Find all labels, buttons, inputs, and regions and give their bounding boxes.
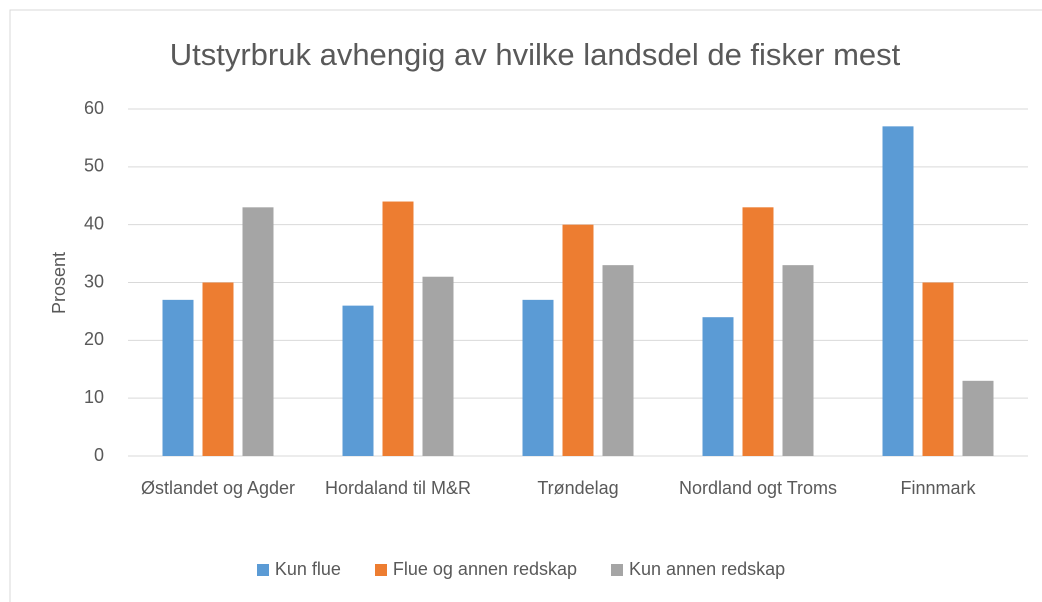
- legend-swatch: [611, 563, 624, 576]
- bar: [382, 201, 414, 456]
- bar: [242, 207, 274, 456]
- frame: [9, 9, 1042, 602]
- y-axis-label: Prosent: [49, 252, 69, 314]
- legend-label: Flue og annen redskap: [392, 559, 578, 579]
- bar: [202, 282, 234, 456]
- y-tick-label: 60: [84, 98, 104, 118]
- legend: Kun flue Flue og annen redskap Kun annen r…: [0, 559, 1042, 580]
- bar: [562, 224, 594, 456]
- y-tick-label: 40: [84, 213, 104, 233]
- y-tick-label: 50: [84, 156, 104, 176]
- bar: [882, 126, 914, 456]
- bar: [742, 207, 774, 456]
- chart-title: Utstyrbruk avhengig av hvilke landsdel d…: [170, 37, 901, 72]
- legend-label: Kun flue: [274, 559, 341, 579]
- bar: [522, 299, 554, 456]
- bar: [922, 282, 954, 456]
- legend-label: Kun annen redskap: [629, 559, 786, 579]
- y-tick-label: 30: [84, 271, 104, 291]
- y-tick-label: 10: [84, 387, 104, 407]
- bar: [702, 317, 734, 456]
- legend-item: Kun annen redskap: [611, 559, 785, 580]
- y-tick-label: 0: [94, 445, 104, 465]
- bar: [782, 265, 814, 456]
- legend-item: Flue og annen redskap: [374, 559, 578, 580]
- x-tick-label: Trøndelag: [537, 478, 619, 498]
- legend-item: Kun flue: [256, 559, 341, 580]
- bar: [162, 299, 194, 456]
- bar: [962, 380, 994, 456]
- x-tick-label: Østlandet og Agder: [140, 478, 296, 498]
- x-tick-label: Finnmark: [900, 478, 976, 498]
- bar: [602, 265, 634, 456]
- y-tick-label: 20: [84, 329, 104, 349]
- legend-swatch: [374, 563, 387, 576]
- legend-swatch: [256, 563, 269, 576]
- bar: [422, 276, 454, 456]
- bar: [342, 305, 374, 456]
- x-tick-label: Nordland ogt Troms: [678, 478, 838, 498]
- x-tick-label: Hordaland til M&R: [324, 478, 472, 498]
